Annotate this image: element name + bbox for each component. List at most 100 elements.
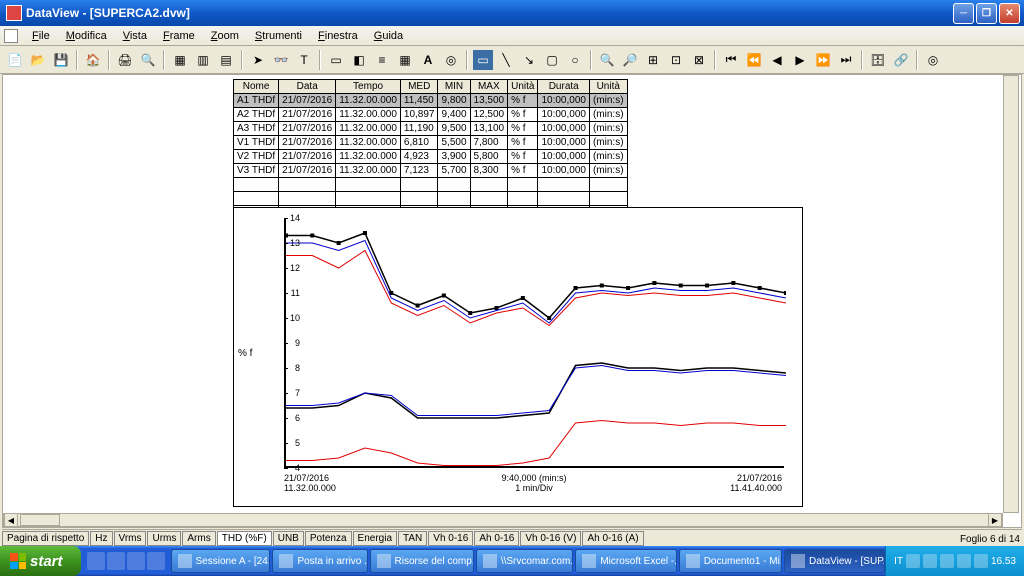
frame-f-button[interactable]: ◎ [440, 49, 462, 71]
table-header[interactable]: Durata [538, 80, 590, 94]
table-header[interactable]: Unità [589, 80, 627, 94]
table-row[interactable]: A2 THDf21/07/201611.32.00.00010,8979,400… [234, 108, 628, 122]
task-button[interactable]: Sessione A - [24... [171, 549, 271, 573]
save-button[interactable]: 💾 [50, 49, 72, 71]
tab-vh-0-16[interactable]: Vh 0-16 [428, 531, 473, 546]
clock[interactable]: 16.53 [991, 556, 1016, 567]
maximize-button[interactable]: ❐ [976, 3, 997, 24]
open-button[interactable]: 📂 [27, 49, 49, 71]
nav-back-button[interactable]: ◀ [766, 49, 788, 71]
table-row[interactable]: A3 THDf21/07/201611.32.00.00011,1909,500… [234, 122, 628, 136]
task-button[interactable]: Microsoft Excel -... [575, 549, 676, 573]
task-button[interactable]: DataView - [SUP... [784, 549, 885, 573]
text-button[interactable]: T [293, 49, 315, 71]
print-button[interactable]: 🖨 [114, 49, 136, 71]
tab-unb[interactable]: UNB [273, 531, 304, 546]
tab-urms[interactable]: Urms [147, 531, 181, 546]
tab-thd-f-[interactable]: THD (%F) [217, 531, 272, 546]
ql-icon-1[interactable] [87, 552, 105, 570]
tray-icon-3[interactable] [940, 554, 954, 568]
task-button[interactable]: \\Srvcomar.com... [476, 549, 574, 573]
vertical-scrollbar[interactable] [1003, 75, 1019, 513]
table-row[interactable]: V3 THDf21/07/201611.32.00.0007,1235,7008… [234, 164, 628, 178]
nav-prev-button[interactable]: ⏪ [743, 49, 765, 71]
frame-e-button[interactable]: A [417, 49, 439, 71]
home-button[interactable]: 🏠 [82, 49, 104, 71]
nav-next-button[interactable]: ⏩ [812, 49, 834, 71]
table-header[interactable]: Unità [508, 80, 538, 94]
table-header[interactable]: Data [279, 80, 336, 94]
task-button[interactable]: Documento1 - Mi... [679, 549, 782, 573]
menu-frame[interactable]: Frame [155, 28, 203, 44]
menu-zoom[interactable]: Zoom [203, 28, 247, 44]
close-button[interactable]: ✕ [999, 3, 1020, 24]
menu-strumenti[interactable]: Strumenti [247, 28, 310, 44]
table-header[interactable]: MIN [438, 80, 470, 94]
menu-guida[interactable]: Guida [366, 28, 411, 44]
tab-ah-0-16[interactable]: Ah 0-16 [474, 531, 519, 546]
table-header[interactable]: MAX [470, 80, 508, 94]
draw-box-button[interactable]: ▢ [541, 49, 563, 71]
pointer-button[interactable]: ➤ [247, 49, 269, 71]
menu-modifica[interactable]: Modifica [58, 28, 115, 44]
zoom-prev-button[interactable]: ⊞ [642, 49, 664, 71]
draw-ellipse-button[interactable]: ○ [564, 49, 586, 71]
draw-arrow-button[interactable]: ↘ [518, 49, 540, 71]
frame-d-button[interactable]: ▦ [394, 49, 416, 71]
tab-vh-0-16-v-[interactable]: Vh 0-16 (V) [520, 531, 581, 546]
frame-b-button[interactable]: ◧ [348, 49, 370, 71]
tray-icon-2[interactable] [923, 554, 937, 568]
table-row[interactable]: V2 THDf21/07/201611.32.00.0004,9233,9005… [234, 150, 628, 164]
glasses-button[interactable]: 👓 [270, 49, 292, 71]
tray-icon-4[interactable] [957, 554, 971, 568]
ql-icon-4[interactable] [147, 552, 165, 570]
menu-file[interactable]: File [24, 28, 58, 44]
table-header[interactable]: MED [400, 80, 438, 94]
link-button[interactable]: 🔗 [890, 49, 912, 71]
scroll-left-button[interactable]: ◀ [4, 513, 18, 527]
nav-last-button[interactable]: ⏭ [835, 49, 857, 71]
nav-fwd-button[interactable]: ▶ [789, 49, 811, 71]
draw-rect-button[interactable]: ▭ [472, 49, 494, 71]
start-button[interactable]: start [0, 546, 81, 576]
tab-tan[interactable]: TAN [398, 531, 427, 546]
horizontal-scrollbar[interactable]: ◀ ▶ [3, 513, 1003, 527]
table-row[interactable]: A1 THDf21/07/201611.32.00.00011,4509,800… [234, 94, 628, 108]
table-header[interactable]: Tempo [336, 80, 401, 94]
table-row[interactable] [234, 178, 628, 192]
tab-vrms[interactable]: Vrms [114, 531, 147, 546]
frame-c-button[interactable]: ≡ [371, 49, 393, 71]
target-button[interactable]: ◎ [922, 49, 944, 71]
mdi-doc-icon[interactable] [4, 29, 18, 43]
tab-hz[interactable]: Hz [90, 531, 112, 546]
ql-icon-2[interactable] [107, 552, 125, 570]
lang-indicator[interactable]: IT [894, 556, 903, 567]
tab-ah-0-16-a-[interactable]: Ah 0-16 (A) [582, 531, 643, 546]
nav-first-button[interactable]: ⏮ [720, 49, 742, 71]
tab-energia[interactable]: Energia [353, 531, 397, 546]
draw-line-button[interactable]: ╲ [495, 49, 517, 71]
tab-pagina-rispetto[interactable]: Pagina di rispetto [2, 531, 89, 546]
zoom-in-button[interactable]: 🔍 [596, 49, 618, 71]
menu-finestra[interactable]: Finestra [310, 28, 366, 44]
tray-icon-5[interactable] [974, 554, 988, 568]
tray-icon-1[interactable] [906, 554, 920, 568]
table-row[interactable] [234, 192, 628, 206]
frame-a-button[interactable]: ▭ [325, 49, 347, 71]
scroll-thumb[interactable] [20, 514, 60, 526]
preview-button[interactable]: 🔍 [137, 49, 159, 71]
tool-a-button[interactable]: ▦ [169, 49, 191, 71]
zoom-fit-button[interactable]: ⊠ [688, 49, 710, 71]
minimize-button[interactable]: ─ [953, 3, 974, 24]
table-row[interactable]: V1 THDf21/07/201611.32.00.0006,8105,5007… [234, 136, 628, 150]
scroll-right-button[interactable]: ▶ [988, 513, 1002, 527]
table-header[interactable]: Nome [234, 80, 279, 94]
new-button[interactable]: 📄 [4, 49, 26, 71]
ql-icon-3[interactable] [127, 552, 145, 570]
db-button[interactable]: 🗄 [867, 49, 889, 71]
zoom-all-button[interactable]: ⊡ [665, 49, 687, 71]
zoom-out-button[interactable]: 🔎 [619, 49, 641, 71]
task-button[interactable]: Risorse del comp... [370, 549, 474, 573]
task-button[interactable]: Posta in arrivo ... [272, 549, 367, 573]
tab-arms[interactable]: Arms [182, 531, 215, 546]
